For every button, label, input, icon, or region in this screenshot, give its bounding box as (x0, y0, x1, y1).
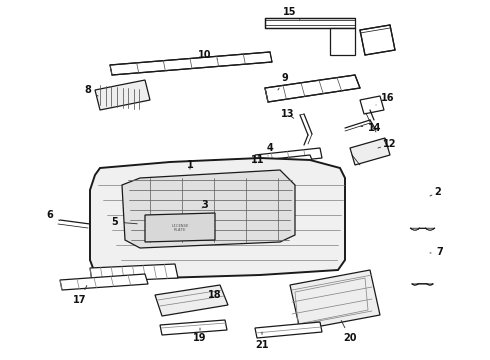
Polygon shape (350, 138, 390, 165)
Polygon shape (145, 213, 215, 242)
Text: 8: 8 (85, 85, 98, 96)
Polygon shape (60, 274, 148, 290)
Text: 5: 5 (112, 217, 137, 227)
Polygon shape (90, 158, 345, 278)
Polygon shape (255, 322, 322, 338)
Text: 2: 2 (430, 187, 441, 197)
Text: 18: 18 (208, 290, 222, 300)
Polygon shape (265, 18, 355, 28)
Polygon shape (265, 75, 360, 102)
Polygon shape (412, 284, 433, 285)
Polygon shape (160, 320, 227, 335)
Text: 1: 1 (187, 160, 194, 170)
Text: 6: 6 (47, 210, 60, 221)
Text: 13: 13 (281, 109, 295, 119)
Polygon shape (95, 80, 150, 110)
Polygon shape (110, 52, 272, 75)
Polygon shape (155, 285, 228, 316)
Text: 15: 15 (283, 7, 300, 20)
Polygon shape (255, 148, 322, 165)
Polygon shape (290, 270, 380, 330)
Text: 10: 10 (198, 50, 218, 60)
Text: 16: 16 (376, 93, 395, 105)
Text: 4: 4 (267, 143, 273, 156)
Polygon shape (330, 28, 355, 55)
Text: 9: 9 (278, 73, 289, 90)
Text: 12: 12 (378, 139, 397, 149)
Text: 21: 21 (255, 332, 269, 350)
Polygon shape (90, 264, 178, 282)
Text: LICENSE
PLATE: LICENSE PLATE (171, 224, 189, 232)
Text: 11: 11 (251, 155, 265, 165)
Text: 20: 20 (341, 320, 357, 343)
Text: 19: 19 (193, 328, 207, 343)
Text: 7: 7 (430, 247, 443, 257)
Polygon shape (122, 170, 295, 248)
Polygon shape (411, 228, 435, 230)
Text: 3: 3 (201, 200, 208, 210)
Polygon shape (245, 155, 314, 172)
Text: 17: 17 (73, 285, 87, 305)
Polygon shape (360, 25, 395, 55)
Polygon shape (360, 96, 384, 114)
Text: 14: 14 (361, 123, 382, 133)
